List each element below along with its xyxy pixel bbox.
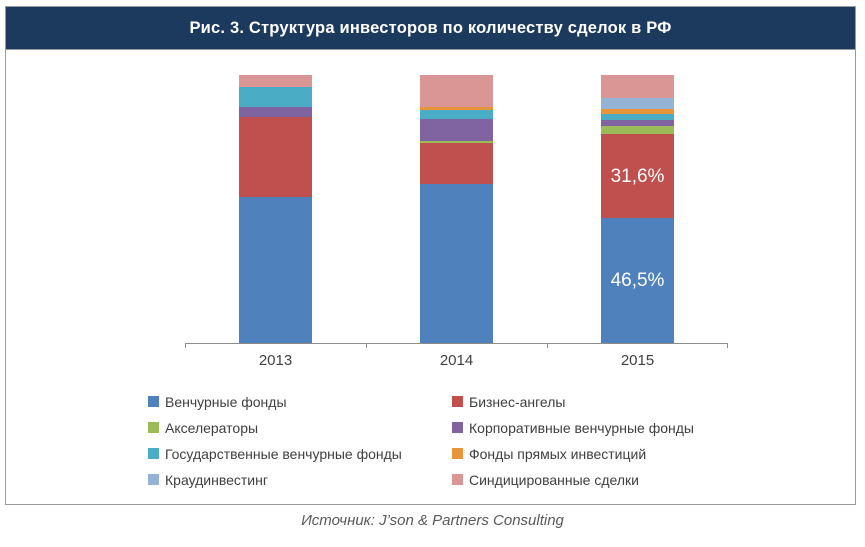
axis-tick xyxy=(185,343,186,348)
legend-item: Фонды прямых инвестиций xyxy=(452,444,694,463)
bar-segment xyxy=(420,110,493,120)
bar-segment xyxy=(420,141,493,144)
legend-swatch xyxy=(148,474,159,485)
bar-segment xyxy=(420,143,493,185)
axis-tick xyxy=(547,343,548,348)
bar-segment: 31,6% xyxy=(601,133,674,219)
legend-label: Венчурные фонды xyxy=(165,393,287,410)
legend: Венчурные фонды Бизнес-ангелы Акселераторы… xyxy=(148,392,694,489)
legend-label: Акселераторы xyxy=(165,419,259,436)
bar-segment xyxy=(420,184,493,343)
legend-swatch xyxy=(148,422,159,433)
bar-segment xyxy=(420,119,493,142)
bar-segment: 46,5% xyxy=(601,218,674,343)
category-label-2015: 2015 xyxy=(620,352,655,369)
bar-segment xyxy=(239,107,312,118)
legend-swatch xyxy=(452,396,463,407)
legend-swatch xyxy=(148,396,159,407)
bar-segment xyxy=(601,119,674,126)
legend-label: Государственные венчурные фонды xyxy=(165,445,402,462)
bar-segment xyxy=(601,109,674,115)
bar-segment xyxy=(420,75,493,108)
stacked-bar-2013 xyxy=(239,75,312,343)
bar-segment xyxy=(239,87,312,108)
legend-item: Венчурные фонды xyxy=(148,392,452,411)
stacked-bar-2014 xyxy=(420,75,493,343)
legend-label: Фонды прямых инвестиций xyxy=(469,445,647,462)
category-label-2014: 2014 xyxy=(439,352,474,369)
axis-tick xyxy=(366,343,367,348)
bar-segment xyxy=(239,117,312,197)
legend-label: Бизнес-ангелы xyxy=(469,393,566,410)
legend-swatch xyxy=(148,448,159,459)
category-label-2013: 2013 xyxy=(258,352,293,369)
legend-label: Синдицированные сделки xyxy=(469,471,639,488)
bar-segment xyxy=(239,196,312,343)
value-label: 31,6% xyxy=(610,165,665,187)
legend-label: Краудинвестинг xyxy=(165,471,268,488)
legend-swatch xyxy=(452,422,463,433)
bar-segment xyxy=(239,75,312,88)
legend-item: Акселераторы xyxy=(148,418,452,437)
legend-item: Государственные венчурные фонды xyxy=(148,444,452,463)
stacked-bar-2015: 46,5% 31,6% xyxy=(601,75,674,343)
legend-label: Корпоративные венчурные фонды xyxy=(469,419,694,436)
figure-title: Рис. 3. Структура инвесторов по количест… xyxy=(6,7,855,50)
bar-segment xyxy=(601,125,674,134)
bar-segment xyxy=(601,75,674,99)
axis-tick xyxy=(727,343,728,348)
legend-swatch xyxy=(452,474,463,485)
x-axis-labels: 2013 2014 2015 xyxy=(185,352,728,372)
legend-item: Синдицированные сделки xyxy=(452,470,694,489)
legend-item: Бизнес-ангелы xyxy=(452,392,694,411)
source-note: Источник: J’son & Partners Consulting xyxy=(301,512,564,529)
legend-item: Корпоративные венчурные фонды xyxy=(452,418,694,437)
bar-segment xyxy=(420,107,493,111)
legend-swatch xyxy=(452,448,463,459)
bar-segment xyxy=(601,114,674,120)
value-label: 46,5% xyxy=(610,270,665,292)
bar-segment xyxy=(601,98,674,110)
legend-item: Краудинвестинг xyxy=(148,470,452,489)
plot-area: 46,5% 31,6% xyxy=(185,75,728,348)
